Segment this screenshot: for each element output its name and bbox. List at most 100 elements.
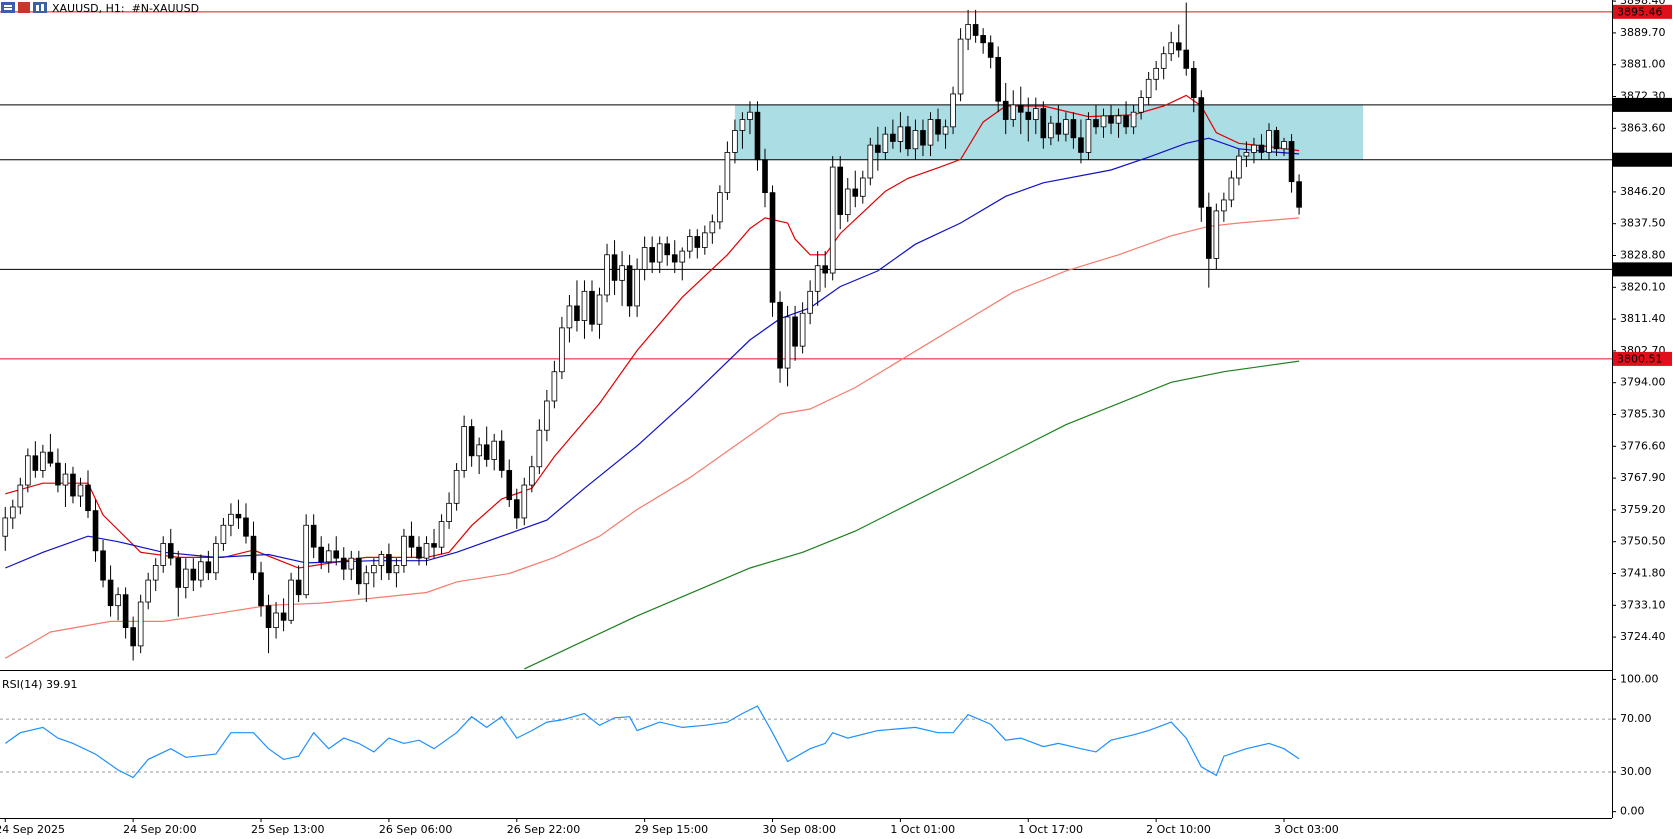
- candle-body-up: [423, 543, 430, 559]
- ma-layer: [4, 94, 1300, 670]
- y-tick-label: 3881.00: [1620, 58, 1666, 71]
- indicator-value: 39.91: [46, 678, 78, 691]
- candle-body-down: [1258, 144, 1265, 153]
- candle-body-up: [160, 543, 167, 566]
- candle-body-up: [859, 177, 866, 197]
- candle-body-down: [754, 111, 761, 161]
- candle-body-down: [1108, 115, 1114, 124]
- candle-body-down: [769, 192, 776, 303]
- candle-body-up: [1032, 108, 1039, 120]
- y-tick-label: 3820.10: [1620, 280, 1666, 293]
- candle-body-down: [250, 535, 257, 574]
- candle-body-down: [995, 56, 1001, 102]
- candle-body-down: [1198, 97, 1205, 208]
- candle-body-up: [747, 111, 753, 120]
- candle-body-down: [664, 243, 671, 256]
- level-price-box: [1613, 351, 1672, 366]
- candle-body-up: [273, 612, 279, 628]
- candle-body-up: [867, 144, 874, 179]
- candle-body-up: [453, 470, 460, 504]
- candle-body-down: [1296, 181, 1302, 208]
- candle-body-up: [619, 265, 625, 281]
- candle-body-up: [1085, 119, 1092, 153]
- x-tick-label: 24 Sep 2025: [0, 823, 65, 836]
- x-tick-label: 3 Oct 03:00: [1274, 823, 1339, 836]
- y-tick-label: 100.00: [1620, 672, 1659, 685]
- candle-body-down: [987, 42, 994, 58]
- candle-body-up: [566, 305, 573, 329]
- candle-body-up: [115, 594, 121, 607]
- candle-body-down: [55, 462, 61, 486]
- candle-body-up: [1266, 130, 1272, 153]
- candle-body-up: [1010, 104, 1017, 120]
- candle-body-down: [416, 546, 422, 559]
- header-icon: [4, 8, 12, 10]
- candle-body-up: [1251, 144, 1257, 153]
- candle-body-up: [25, 455, 31, 486]
- candle-body-down: [32, 455, 39, 471]
- y-tick-label: 3759.20: [1620, 503, 1666, 516]
- candle-body-down: [408, 535, 415, 548]
- candle-body-down: [1123, 115, 1129, 128]
- candle-body-down: [130, 627, 136, 647]
- moving-average-line: [5, 137, 1300, 569]
- level-price-label: 3855.00: [1617, 153, 1663, 166]
- candle-body-up: [1100, 115, 1107, 128]
- candle-body-down: [611, 254, 618, 281]
- y-tick-label: 3811.40: [1620, 312, 1666, 325]
- candle-body-down: [310, 524, 317, 548]
- candle-body-up: [446, 502, 452, 522]
- candle-body-up: [198, 561, 204, 581]
- y-tick-label: 3767.90: [1620, 471, 1666, 484]
- y-tick-label: 3794.00: [1620, 376, 1666, 389]
- level-price-label: 3870.00: [1617, 98, 1663, 111]
- candle-body-up: [965, 24, 971, 40]
- candle-body-up: [957, 38, 964, 95]
- header-icon: [1, 2, 15, 13]
- candle-body-up: [882, 133, 889, 153]
- candle-body-up: [1063, 119, 1069, 135]
- candle-body-down: [1273, 130, 1280, 150]
- candle-body-up: [912, 130, 919, 150]
- rsi-layer: [4, 705, 1300, 779]
- candle-body-down: [175, 557, 182, 588]
- candle-body-up: [137, 601, 144, 647]
- candle-layer: [2, 2, 1302, 661]
- candle-body-down: [190, 568, 197, 581]
- candle-body-up: [1145, 78, 1152, 98]
- candle-body-up: [544, 400, 550, 431]
- candle-body-up: [476, 444, 482, 457]
- candle-body-up: [686, 236, 693, 252]
- level-price-label: 3800.51: [1617, 352, 1663, 365]
- candle-body-up: [363, 572, 370, 585]
- candle-body-up: [288, 579, 294, 621]
- candle-body-up: [401, 535, 407, 566]
- header-icon: [18, 2, 30, 13]
- y-tick-label: 3828.80: [1620, 248, 1666, 261]
- candle-body-up: [213, 543, 219, 574]
- candle-body-up: [325, 550, 332, 563]
- candle-body-up: [559, 327, 565, 373]
- candle-body-down: [1078, 137, 1084, 153]
- candle-body-down: [513, 499, 520, 519]
- candle-body-down: [318, 546, 325, 563]
- y-tick-label: 0.00: [1620, 805, 1645, 818]
- candle-body-up: [641, 247, 648, 270]
- moving-average-line: [524, 360, 1300, 670]
- candle-body-down: [792, 316, 798, 347]
- candle-body-up: [461, 426, 467, 471]
- header-icon: [36, 5, 39, 11]
- candle-body-down: [506, 470, 513, 501]
- y-tick-label: 3776.60: [1620, 439, 1666, 452]
- candle-body-down: [822, 265, 828, 274]
- candle-body-down: [1002, 100, 1009, 120]
- level-price-box: [1613, 152, 1672, 167]
- candle-body-down: [70, 473, 76, 497]
- candle-body-up: [551, 371, 558, 402]
- candle-body-down: [258, 572, 264, 607]
- candle-body-up: [62, 473, 69, 486]
- axis-layer: [0, 0, 1613, 819]
- level-price-label: 3895.46: [1617, 5, 1663, 18]
- candle-body-up: [2, 517, 9, 537]
- back-layer: [0, 11, 1612, 773]
